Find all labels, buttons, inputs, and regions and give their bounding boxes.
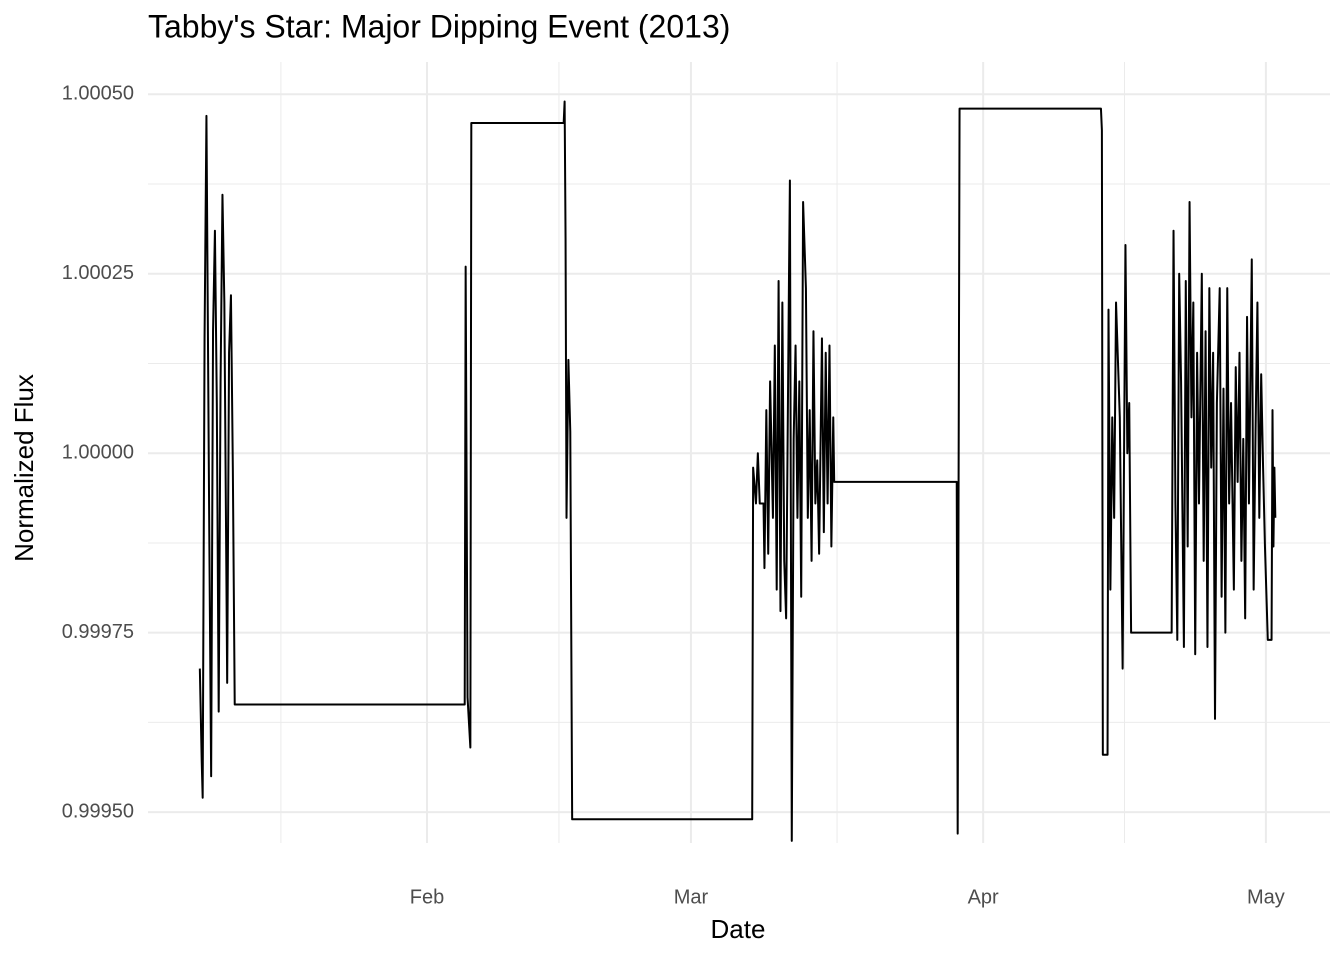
y-tick-label: 0.99950 [62,800,134,822]
y-axis-title: Normalized Flux [9,374,39,562]
y-tick-label: 0.99975 [62,621,134,643]
chart-title: Tabby's Star: Major Dipping Event (2013) [148,8,730,44]
x-tick-label: Feb [410,886,444,908]
grid [148,62,1330,843]
flux-line [198,100,1277,842]
x-tick-label: May [1247,886,1285,908]
x-tick-label: Apr [968,886,999,908]
y-tick-label: 1.00025 [62,262,134,284]
y-tick-label: 1.00000 [62,441,134,463]
x-tick-label: Mar [674,886,709,908]
y-tick-label: 1.00050 [62,83,134,105]
x-axis-title: Date [711,914,766,944]
